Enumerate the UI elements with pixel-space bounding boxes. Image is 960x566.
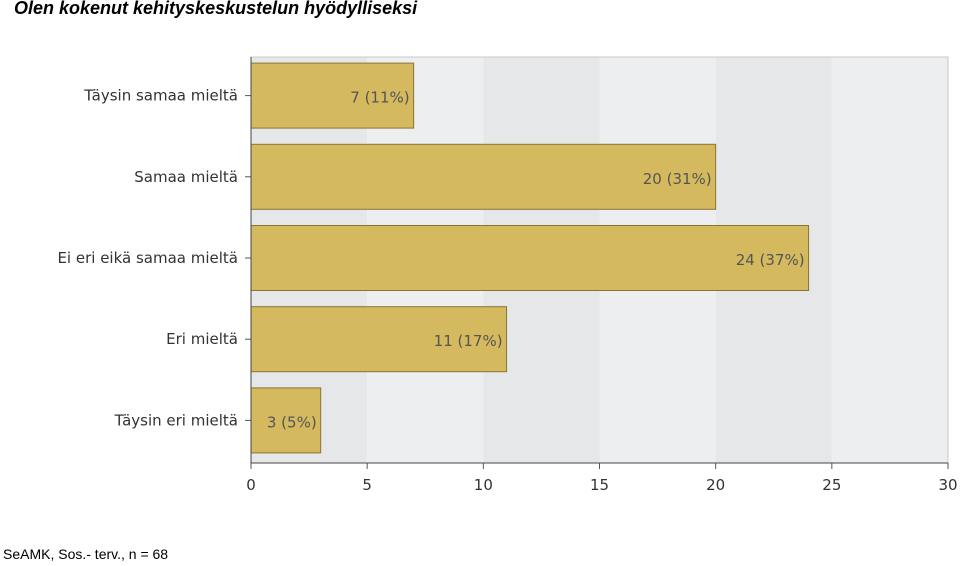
bars-group: 7 (11%) 20 (31%) 24 (37%) 11 (17%) 3 (5%) (250, 62, 810, 454)
bar (250, 306, 508, 373)
category-label: Ei eri eikä samaa mieltä (57, 249, 238, 267)
x-tick-label: 0 (246, 476, 256, 494)
bar-value-label: 24 (37%) (736, 251, 805, 269)
x-axis-ticks: 0 5 10 15 20 25 30 (246, 463, 958, 494)
bar-value-label: 3 (5%) (267, 413, 317, 431)
x-tick-label: 15 (590, 476, 609, 494)
bar-value-label: 7 (11%) (350, 89, 409, 107)
category-label: Eri mieltä (166, 330, 238, 348)
bar (250, 387, 322, 454)
x-tick-label: 20 (706, 476, 725, 494)
category-label: Samaa mieltä (134, 168, 238, 186)
plot-band (831, 57, 948, 463)
bar-value-label: 20 (31%) (643, 170, 712, 188)
bar (250, 143, 717, 210)
x-tick-label: 25 (822, 476, 841, 494)
bar (250, 62, 415, 129)
category-labels: Täysin samaa mieltä Samaa mieltä Ei eri ei… (57, 87, 238, 430)
chart-title: Olen kokenut kehityskeskustelun hyödylli… (14, 0, 418, 18)
bar (250, 225, 810, 291)
footnote: SeAMK, Sos.- terv., n = 68 (3, 546, 169, 562)
x-tick-label: 5 (362, 476, 372, 494)
x-tick-label: 30 (938, 476, 957, 494)
category-label: Täysin eri mieltä (114, 411, 238, 429)
x-tick-label: 10 (474, 476, 493, 494)
category-label: Täysin samaa mieltä (83, 87, 238, 105)
bar-value-label: 11 (17%) (434, 332, 503, 350)
